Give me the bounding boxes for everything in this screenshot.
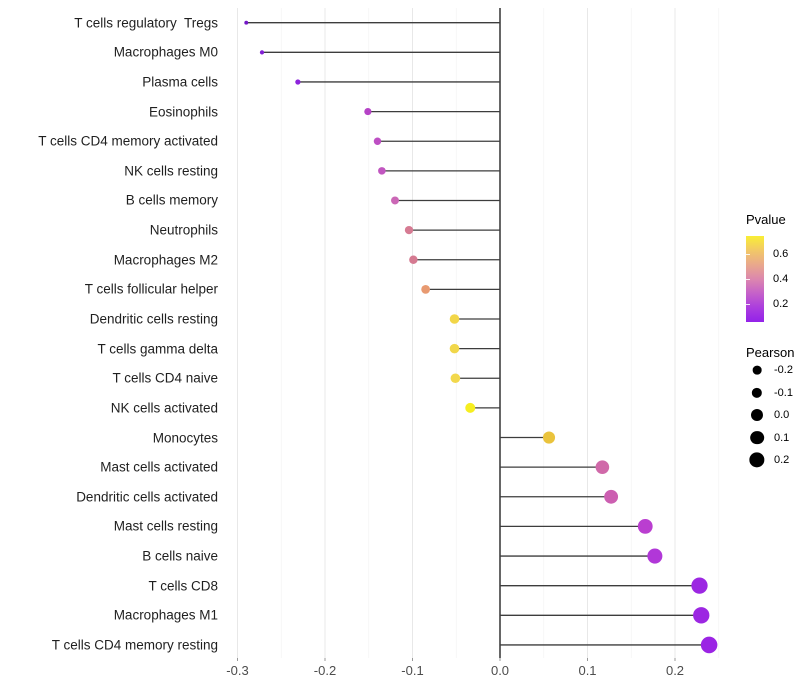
category-label: T cells regulatory Tregs — [74, 15, 218, 31]
pvalue-tick-notch — [746, 279, 750, 280]
pearson-size-symbol — [751, 409, 763, 421]
category-label: T cells follicular helper — [84, 281, 218, 297]
category-label: Plasma cells — [142, 74, 218, 90]
category-label: T cells CD4 memory resting — [51, 637, 218, 653]
category-label: NK cells activated — [110, 400, 218, 416]
lollipop-point — [449, 343, 460, 354]
category-label: B cells memory — [125, 192, 218, 208]
lollipop-point — [409, 255, 418, 264]
pvalue-tick-notch — [746, 254, 750, 256]
category-label: Neutrophils — [149, 222, 218, 238]
pvalue-tick-label: 0.4 — [773, 273, 789, 285]
lollipop-point — [364, 108, 372, 116]
lollipop-point — [637, 519, 653, 534]
category-label: NK cells resting — [124, 163, 218, 179]
x-axis-tick-label: -0.3 — [226, 663, 249, 678]
lollipop-point — [542, 431, 556, 444]
pvalue-tick-label: 0.6 — [773, 248, 789, 261]
lollipop-point — [373, 137, 382, 145]
category-label: Macrophages M0 — [113, 44, 218, 60]
x-axis-tick-label: -0.1 — [401, 663, 424, 678]
category-label: T cells CD8 — [148, 578, 218, 594]
lollipop-point — [700, 636, 718, 654]
lollipop-point — [465, 402, 476, 413]
pearson-size-label: -0.1 — [774, 386, 793, 399]
pearson-size-label: -0.2 — [774, 364, 793, 376]
lollipop-point — [691, 577, 708, 594]
pvalue-tick-notch — [746, 303, 750, 305]
category-label: Monocytes — [152, 430, 218, 446]
x-axis-tick-label: 0.0 — [490, 663, 510, 678]
x-axis-tick-label: 0.1 — [578, 663, 597, 678]
pearson-size-symbol — [752, 365, 762, 375]
pearson-size-symbol — [749, 452, 765, 468]
category-label: T cells gamma delta — [97, 341, 218, 357]
pvalue-legend-title: Pvalue — [746, 212, 786, 227]
category-label: B cells naive — [142, 548, 218, 564]
lollipop-point — [693, 607, 710, 624]
x-axis-tick-label: 0.2 — [665, 663, 685, 678]
pvalue-colorbar — [746, 236, 764, 322]
lollipop-point — [391, 196, 399, 205]
lollipop-point — [421, 284, 431, 294]
lollipop-point — [595, 460, 610, 474]
lollipop-point — [450, 373, 461, 384]
pearson-size-symbol — [751, 387, 763, 398]
pearson-size-label: 0.0 — [774, 409, 790, 421]
pearson-size-label: 0.2 — [774, 454, 790, 466]
pearson-size-symbol — [750, 430, 764, 445]
category-label: Macrophages M2 — [113, 252, 218, 268]
category-label: Mast cells activated — [100, 459, 218, 475]
lollipop-point — [244, 20, 249, 25]
lollipop-point — [404, 225, 414, 235]
pearson-size-label: 0.1 — [774, 431, 790, 444]
lollipop-point — [449, 314, 460, 324]
lollipop-point — [259, 50, 265, 55]
category-label: Mast cells resting — [113, 518, 218, 534]
category-label: T cells CD4 memory activated — [38, 133, 218, 149]
category-label: Dendritic cells activated — [76, 489, 218, 505]
lollipop-point — [295, 79, 301, 85]
category-label: Macrophages M1 — [113, 607, 218, 623]
lollipop-point — [647, 548, 663, 564]
x-axis-tick-label: -0.2 — [313, 663, 337, 678]
lollipop-point — [378, 167, 386, 175]
category-label: Dendritic cells resting — [89, 311, 218, 327]
category-label: Eosinophils — [148, 104, 218, 120]
pearson-legend-title: Pearson — [746, 345, 795, 360]
lollipop-point — [604, 489, 619, 504]
pvalue-tick-label: 0.2 — [773, 297, 789, 310]
category-label: T cells CD4 naive — [112, 370, 218, 386]
